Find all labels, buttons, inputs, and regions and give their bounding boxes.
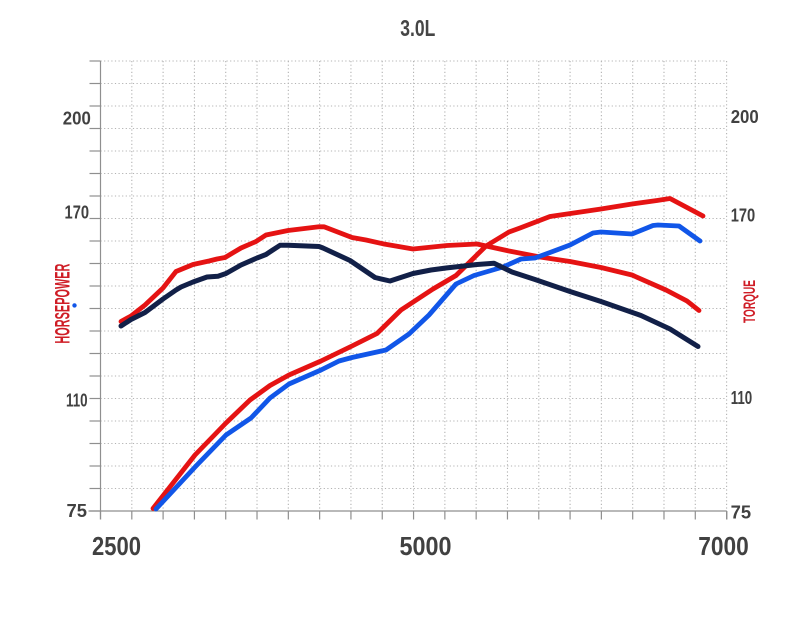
svg-text:110: 110	[66, 390, 88, 411]
svg-text:TORQUE: TORQUE	[741, 280, 759, 323]
svg-text:75: 75	[731, 502, 752, 523]
svg-text:200: 200	[731, 106, 759, 127]
svg-text:75: 75	[67, 500, 88, 521]
svg-text:200: 200	[63, 107, 91, 128]
svg-text:HORSEPOWER: HORSEPOWER	[51, 264, 74, 344]
svg-text:110: 110	[731, 387, 753, 408]
svg-text:7000: 7000	[698, 533, 749, 561]
svg-text:3.0L: 3.0L	[400, 15, 435, 41]
svg-text:5000: 5000	[400, 533, 452, 561]
svg-text:170: 170	[731, 205, 756, 226]
svg-text:2500: 2500	[92, 533, 141, 561]
svg-text:170: 170	[65, 201, 90, 222]
